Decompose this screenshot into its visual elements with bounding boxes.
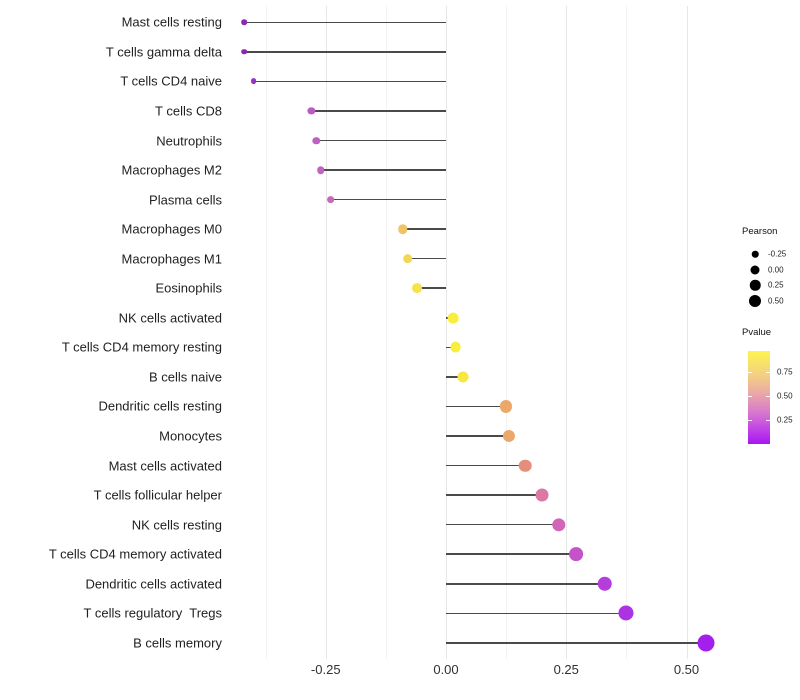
lollipop-stem (243, 51, 446, 53)
lollipop-dot (535, 488, 549, 502)
category-label: Dendritic cells activated (85, 576, 222, 592)
colorbar-label: 0.25 (777, 415, 793, 425)
category-label: Neutrophils (156, 133, 222, 148)
lollipop-stem (253, 80, 446, 83)
lollipop-stem (311, 110, 446, 112)
lollipop-stem (316, 139, 446, 142)
x-tick-label: -0.25 (310, 662, 341, 677)
colorbar-tick (748, 372, 752, 373)
gridline-minor (506, 6, 508, 659)
lollipop-dot (697, 634, 715, 652)
lollipop-dot (307, 107, 315, 115)
category-label: T cells CD4 memory resting (61, 339, 222, 355)
lollipop-dot (597, 576, 612, 591)
lollipop-stem (330, 198, 446, 201)
lollipop-dot (241, 19, 247, 26)
legend-size-dot (751, 250, 759, 258)
colorbar-tick (766, 372, 770, 373)
category-label: Macrophages M1 (121, 251, 222, 267)
x-tick-label: 0.50 (673, 662, 700, 677)
lollipop-dot (317, 166, 325, 174)
colorbar-label: 0.50 (777, 391, 793, 401)
lollipop-stem (446, 553, 576, 555)
pvalue-colorbar (748, 351, 770, 444)
lollipop-dot (397, 224, 408, 234)
lollipop-stem (417, 287, 446, 290)
legend-size-label: -0.25 (768, 249, 787, 259)
lollipop-dot (457, 371, 469, 383)
x-tick-label: 0.25 (553, 662, 579, 677)
legend-size-dot (749, 294, 761, 307)
gridline-minor (626, 6, 628, 659)
category-label: T cells follicular helper (93, 487, 222, 503)
lollipop-dot (412, 283, 423, 294)
lollipop-dot (312, 136, 320, 145)
lollipop-dot (250, 78, 257, 85)
category-label: NK cells resting (131, 517, 222, 533)
gridline-major (446, 6, 447, 659)
legend-pearson-title: Pearson (742, 226, 778, 237)
lollipop-dot (618, 605, 634, 621)
lollipop-dot (502, 429, 515, 443)
legend-size-dot (750, 265, 760, 274)
category-label: Plasma cells (149, 192, 222, 208)
lollipop-dot (450, 341, 462, 353)
category-label: T cells CD8 (155, 103, 222, 119)
lollipop-dot (552, 517, 566, 532)
lollipop-dot (500, 400, 513, 413)
lollipop-stem (320, 169, 446, 171)
gridline-minor (385, 6, 387, 659)
lollipop-stem (446, 642, 706, 644)
lollipop-dot (447, 312, 459, 324)
lollipop-dot (519, 459, 532, 472)
colorbar-tick (748, 420, 752, 421)
x-tick-label: 0.00 (433, 662, 459, 677)
lollipop-stem (446, 464, 526, 467)
legend-pvalue-title: Pvalue (742, 327, 772, 338)
legend-size-label: 0.50 (768, 296, 784, 305)
category-label: Dendritic cells resting (98, 398, 222, 414)
lollipop-stem (446, 523, 560, 526)
category-label: T cells regulatory Tregs (83, 605, 222, 621)
lollipop-stem (402, 228, 446, 230)
category-label: Eosinophils (155, 280, 223, 296)
lollipop-stem (446, 612, 627, 615)
legend-size-label: 0.00 (768, 265, 784, 274)
legend-size-label: 0.25 (768, 280, 784, 290)
lollipop-dot (241, 49, 247, 55)
category-label: T cells CD4 memory activated (48, 546, 222, 562)
lollipop-stem (446, 376, 463, 378)
category-label: B cells naive (149, 369, 222, 385)
colorbar-label: 0.75 (777, 367, 793, 377)
category-label: Mast cells activated (108, 458, 222, 474)
lollipop-dot (568, 547, 583, 562)
gridline-minor (265, 6, 267, 659)
lollipop-dot (326, 195, 335, 204)
lollipop-stem (446, 494, 543, 496)
lollipop-stem (243, 21, 446, 24)
category-label: Macrophages M0 (121, 221, 222, 237)
colorbar-tick (748, 396, 752, 397)
lollipop-stem (446, 435, 509, 437)
colorbar-tick (766, 396, 770, 397)
category-label: T cells gamma delta (105, 44, 222, 60)
category-label: Mast cells resting (121, 14, 222, 30)
lollipop-stem (446, 405, 507, 408)
legend-size-dot (749, 279, 761, 291)
lollipop-stem (446, 582, 605, 585)
colorbar-tick (766, 420, 770, 421)
lollipop-stem (407, 257, 446, 260)
gridline-major (686, 6, 688, 659)
category-label: B cells memory (133, 635, 222, 651)
category-label: Macrophages M2 (121, 162, 222, 178)
gridline-major (325, 6, 327, 659)
lollipop-dot (402, 253, 413, 264)
category-label: Monocytes (159, 428, 222, 444)
gridline-major (566, 6, 568, 659)
category-label: NK cells activated (118, 310, 222, 326)
category-label: T cells CD4 naive (120, 73, 222, 89)
